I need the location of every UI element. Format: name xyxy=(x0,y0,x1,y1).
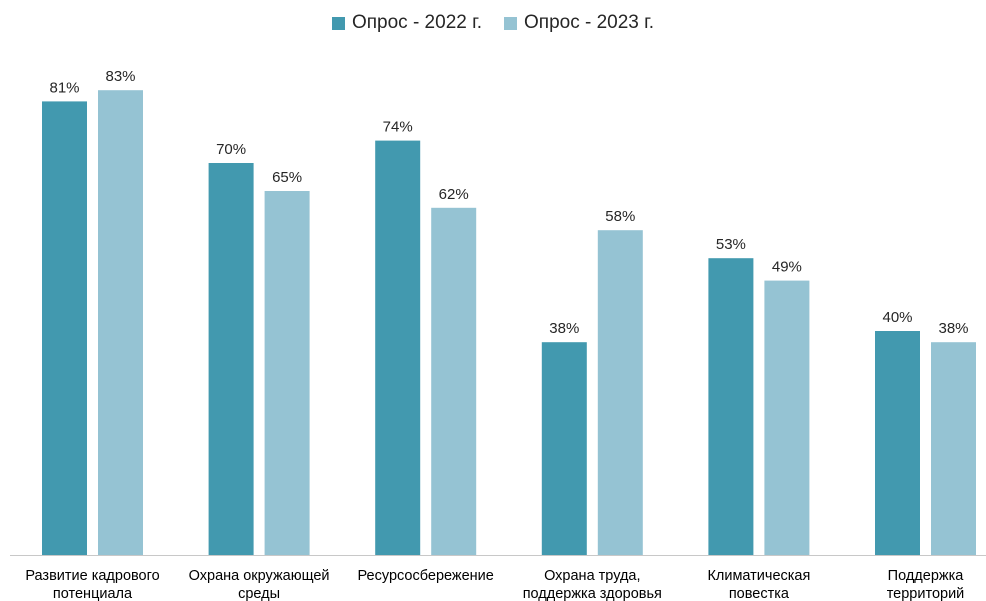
data-label-2023-cat-2: 62% xyxy=(439,186,469,203)
legend-item-2022: Опрос - 2022 г. xyxy=(331,12,482,34)
category-label-0-line-0: Развитие кадрового xyxy=(25,568,159,584)
category-label-3-line-0: Охрана труда, xyxy=(544,568,640,584)
data-label-2022-cat-5: 40% xyxy=(882,309,912,326)
data-label-2022-cat-2: 74% xyxy=(383,119,413,136)
bar-2023-cat-5 xyxy=(931,342,976,555)
category-label-5-line-1: территорий xyxy=(887,586,965,601)
bar-2022-cat-1 xyxy=(208,163,254,555)
category-label-0-line-1: потенциала xyxy=(53,586,133,601)
bar-2023-cat-1 xyxy=(264,191,310,555)
data-label-2022-cat-1: 70% xyxy=(216,141,246,158)
bar-2022-cat-4 xyxy=(708,258,754,555)
bar-2022-cat-3 xyxy=(541,342,587,555)
bar-2023-cat-4 xyxy=(764,280,810,555)
bar-2023-cat-0 xyxy=(98,90,143,555)
bar-2022-cat-2 xyxy=(375,140,421,555)
bar-2022-cat-5 xyxy=(875,331,920,555)
category-label-2-line-0: Ресурсосбережение xyxy=(358,568,494,584)
data-label-2023-cat-0: 83% xyxy=(105,68,135,85)
data-label-2022-cat-4: 53% xyxy=(716,236,746,253)
data-label-2023-cat-4: 49% xyxy=(772,259,802,276)
category-label-5-line-0: Поддержка xyxy=(888,568,965,584)
category-label-4-line-1: повестка xyxy=(729,586,790,601)
legend-swatch-2022 xyxy=(331,16,345,30)
category-label-1-line-1: среды xyxy=(238,586,280,601)
data-label-2023-cat-1: 65% xyxy=(272,169,302,186)
legend-label-2022: Опрос - 2022 г. xyxy=(351,12,482,33)
chart-legend: Опрос - 2022 г. Опрос - 2023 г. xyxy=(0,12,986,34)
legend-swatch-2023 xyxy=(504,16,517,30)
legend-label-2023: Опрос - 2023 г. xyxy=(524,12,655,33)
bar-2023-cat-3 xyxy=(597,230,643,555)
category-label-3-line-1: поддержка здоровья xyxy=(523,586,662,601)
category-label-4-line-0: Климатическая xyxy=(707,568,810,584)
legend-item-2023: Опрос - 2023 г. xyxy=(504,12,654,34)
bar-2023-cat-2 xyxy=(431,207,477,556)
data-label-2022-cat-3: 38% xyxy=(549,320,579,337)
category-label-1-line-0: Охрана окружающей xyxy=(189,568,330,584)
bar-2022-cat-0 xyxy=(42,101,87,556)
data-label-2023-cat-5: 38% xyxy=(938,320,968,337)
data-label-2023-cat-3: 58% xyxy=(605,208,635,225)
data-label-2022-cat-0: 81% xyxy=(49,79,79,96)
